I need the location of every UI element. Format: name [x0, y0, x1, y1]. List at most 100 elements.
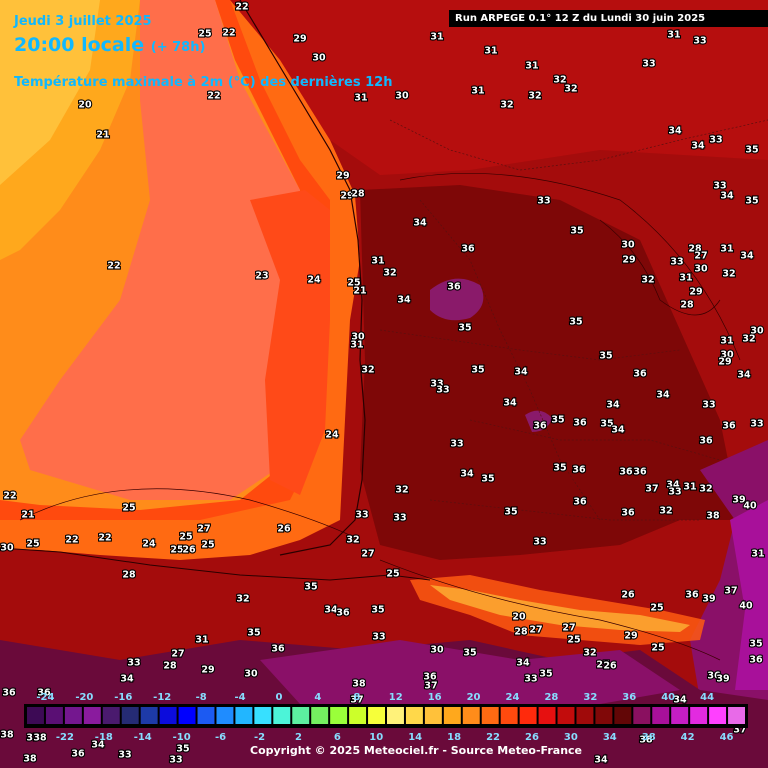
- temperature-value: 31: [525, 61, 538, 72]
- temperature-value: 33: [355, 510, 368, 521]
- temperature-value: 27: [361, 549, 374, 560]
- temperature-value: 30: [244, 669, 258, 680]
- temperature-value: 33: [169, 755, 182, 766]
- temperature-value: 35: [745, 196, 758, 207]
- isotherm-a: [19, 488, 361, 541]
- temperature-value: 27: [596, 660, 609, 671]
- temperature-value: 35: [745, 145, 758, 156]
- temperature-value: 20: [78, 100, 92, 111]
- temperature-value: 34: [594, 755, 608, 766]
- temperature-value: 25: [386, 569, 399, 580]
- temperature-value: 33: [709, 135, 722, 146]
- temperature-value: 32: [383, 268, 396, 279]
- temperature-value: 22: [65, 535, 78, 546]
- temperature-value: 34: [324, 605, 338, 616]
- temperature-value: 26: [603, 661, 617, 672]
- temperature-value: 32: [236, 594, 249, 605]
- temperature-value: 33: [393, 513, 406, 524]
- copyright: Copyright © 2025 Meteociel.fr - Source M…: [250, 744, 583, 757]
- temperature-value: 24: [307, 275, 321, 286]
- temp-zone-spain-hot: [260, 640, 680, 704]
- temperature-value: 29: [340, 191, 353, 202]
- temperature-value: 33: [436, 385, 449, 396]
- temperature-value: 34: [656, 390, 670, 401]
- temperature-value: 32: [641, 275, 654, 286]
- temperature-value: 30: [312, 53, 326, 64]
- temperature-value: 36: [447, 282, 461, 293]
- temperature-value: 37: [724, 586, 737, 597]
- temperature-value: 35: [570, 226, 583, 237]
- temperature-value: 37: [733, 725, 746, 736]
- temperature-value: 37: [350, 695, 363, 706]
- temperature-value: 31: [354, 93, 367, 104]
- temperature-value: 25: [122, 503, 135, 514]
- hotspot-center: [525, 410, 552, 432]
- temperature-value: 36: [461, 244, 475, 255]
- temperature-value: 25: [26, 539, 39, 550]
- temperature-value: 24: [325, 430, 339, 441]
- temperature-value: 36: [572, 465, 586, 476]
- temperature-value: 25: [170, 545, 183, 556]
- temperature-value: 37: [424, 681, 437, 692]
- temperature-value: 36: [722, 421, 736, 432]
- temperature-value: 31: [751, 549, 764, 560]
- temperature-value: 39: [732, 495, 745, 506]
- temperature-value: 34: [460, 469, 474, 480]
- temperature-value: 38: [706, 511, 720, 522]
- temperature-value: 28: [688, 244, 702, 255]
- temperature-value: 34: [397, 295, 411, 306]
- temperature-value: 26: [277, 524, 291, 535]
- temperature-value: 25: [347, 278, 360, 289]
- temperature-value: 27: [171, 649, 184, 660]
- temperature-value: 38: [23, 754, 37, 765]
- temperature-value: 38: [33, 733, 47, 744]
- temperature-value: 22: [3, 491, 16, 502]
- temperature-value: 34: [668, 126, 682, 137]
- temperature-value: 35: [600, 419, 613, 430]
- temperature-value: 35: [458, 323, 471, 334]
- temperature-value: 32: [659, 506, 672, 517]
- temperature-value: 25: [650, 603, 663, 614]
- temperature-value: 33: [118, 750, 131, 761]
- temperature-value: 31: [683, 482, 696, 493]
- temperature-value: 30: [750, 326, 764, 337]
- ocean-band-20: [0, 0, 100, 185]
- temperature-value: 21: [96, 130, 109, 141]
- temperature-value: 25: [201, 540, 214, 551]
- temperature-value: 38: [639, 735, 653, 746]
- temperature-value: 22: [235, 2, 248, 13]
- temperature-value: 33: [702, 400, 715, 411]
- ocean-band-24: [250, 190, 330, 495]
- temperature-value: 39: [702, 594, 715, 605]
- temperature-value: 34: [666, 480, 680, 491]
- temperature-value: 31: [371, 256, 384, 267]
- temperature-value: 32: [722, 269, 735, 280]
- isotherm-d: [599, 219, 721, 316]
- temperature-value: 36: [533, 421, 547, 432]
- temperature-value: 33: [127, 658, 140, 669]
- temperature-value: 29: [718, 357, 731, 368]
- temperature-value: 26: [621, 590, 635, 601]
- temp-zone-north: [230, 0, 768, 175]
- temperature-value: 35: [599, 351, 612, 362]
- temperature-value: 32: [742, 334, 755, 345]
- temperature-value: 36: [621, 508, 635, 519]
- temperature-value: 33: [430, 379, 443, 390]
- temperature-value: 26: [182, 545, 196, 556]
- temperature-value: 29: [293, 34, 306, 45]
- temperature-value: 28: [122, 570, 136, 581]
- temperature-value: 36: [685, 590, 699, 601]
- temperature-value: 28: [514, 627, 528, 638]
- temperature-value: 33: [693, 36, 706, 47]
- temperature-value: 36: [2, 688, 16, 699]
- temperature-value: 34: [120, 674, 134, 685]
- forecast-time-value: 20:00 locale: [14, 34, 145, 56]
- temperature-value: 36: [271, 644, 285, 655]
- temperature-value: 38: [0, 730, 14, 741]
- region-borders: [379, 119, 768, 521]
- temp-zone-southeast-hot: [730, 500, 768, 690]
- temperature-value: 22: [207, 91, 220, 102]
- temperature-value: 35: [463, 648, 476, 659]
- temperature-value: 34: [514, 367, 528, 378]
- temperature-value: 31: [430, 32, 443, 43]
